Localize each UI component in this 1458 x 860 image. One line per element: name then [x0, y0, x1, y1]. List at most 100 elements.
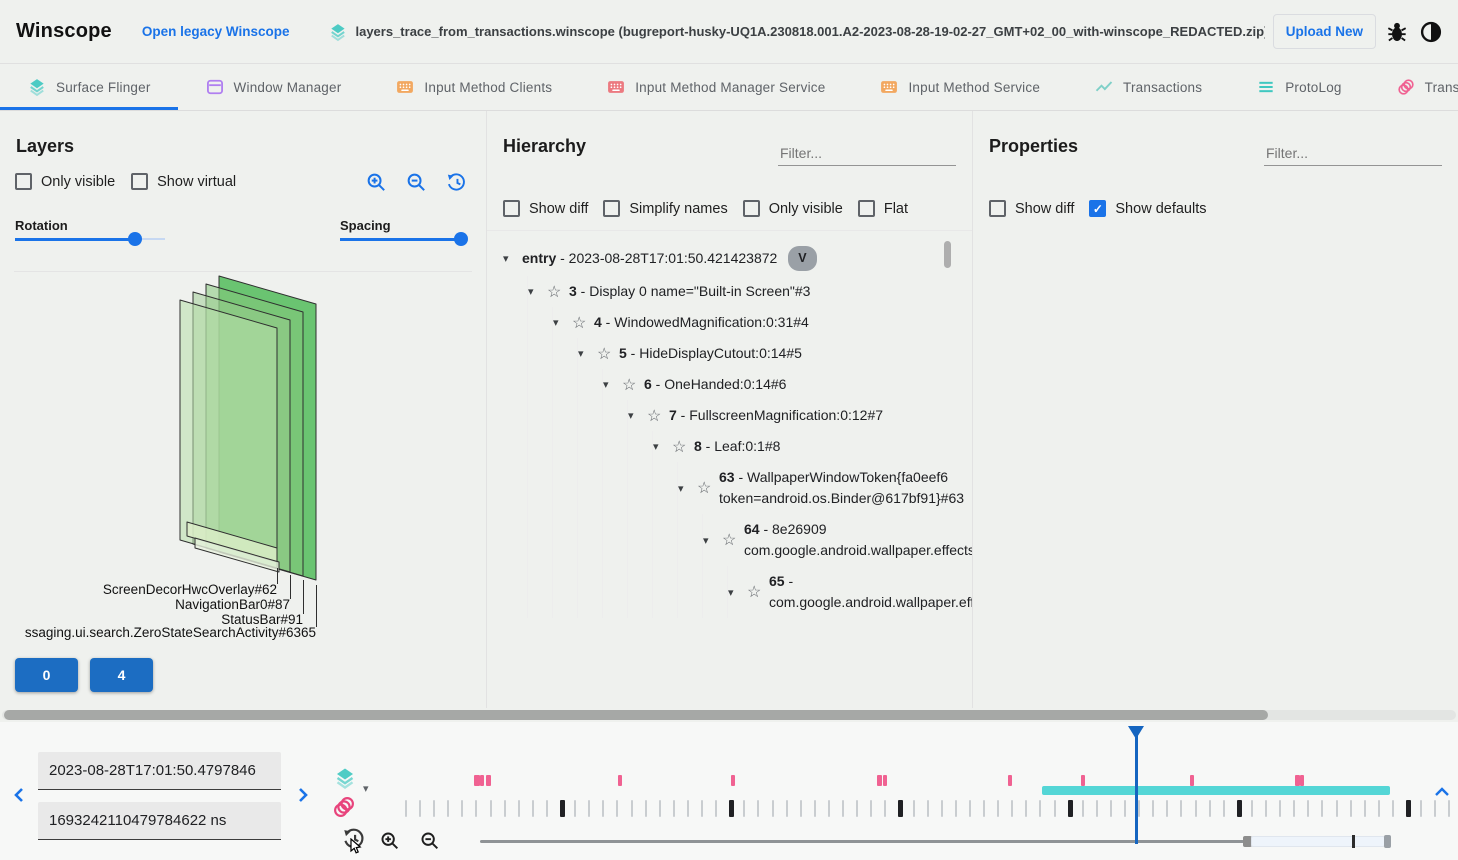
collapse-icon[interactable]: ▾: [703, 534, 709, 547]
transition-marker[interactable]: [882, 775, 887, 786]
star-icon[interactable]: ☆: [722, 532, 737, 549]
tab-input-method-clients[interactable]: Input Method Clients: [368, 64, 579, 110]
reset-zoom-icon[interactable]: [445, 171, 468, 194]
checkbox-show-diff[interactable]: Show diff: [503, 200, 588, 217]
surface-flinger-trace-segment[interactable]: [1042, 786, 1390, 795]
reset-zoom-icon[interactable]: [341, 826, 367, 852]
checkbox-show-defaults[interactable]: ✓ Show defaults: [1089, 200, 1206, 217]
collapse-icon[interactable]: ▾: [578, 348, 584, 360]
scrollbar-thumb[interactable]: [4, 710, 1268, 720]
collapse-icon[interactable]: ▾: [528, 286, 534, 298]
tab-input-method-manager-service[interactable]: Input Method Manager Service: [579, 64, 852, 110]
checkbox-show-diff[interactable]: Show diff: [989, 200, 1074, 217]
checkbox-simplify-names[interactable]: Simplify names: [603, 200, 728, 217]
star-icon[interactable]: ☆: [572, 314, 587, 332]
collapse-icon[interactable]: ▾: [553, 317, 559, 329]
transition-marker[interactable]: [1190, 775, 1194, 786]
next-entry-icon[interactable]: [292, 785, 312, 805]
dark-mode-toggle-icon[interactable]: [1418, 19, 1444, 45]
collapse-icon[interactable]: ▾: [628, 410, 634, 422]
tab-surface-flinger[interactable]: Surface Flinger: [0, 64, 178, 110]
collapse-icon[interactable]: ▾: [603, 379, 609, 391]
trace-select-dropdown-icon[interactable]: ▾: [363, 783, 369, 795]
properties-filter-input[interactable]: [1264, 141, 1442, 166]
tree-node-7[interactable]: ▾ ☆ 7 - FullscreenMagnification:0:12#7: [628, 400, 942, 431]
display-id-button-4[interactable]: 4: [90, 658, 153, 692]
transitions-trace-icon[interactable]: [331, 794, 357, 820]
checkbox-box[interactable]: [131, 173, 149, 190]
tree-node-8[interactable]: ▾ ☆ 8 - Leaf:0:1#8: [653, 431, 942, 462]
layers-3d-view[interactable]: [0, 271, 486, 601]
checkbox-box[interactable]: [857, 200, 875, 217]
hierarchy-filter-input[interactable]: [778, 141, 956, 166]
collapse-icon[interactable]: ▾: [653, 441, 659, 453]
previous-entry-icon[interactable]: [10, 785, 30, 805]
tree-node-63[interactable]: ▾ ☆ 63 - WallpaperWindowToken{fa0eef6 toke…: [678, 462, 964, 514]
star-icon[interactable]: ☆: [672, 438, 687, 456]
tab-transitions[interactable]: Transitions: [1369, 64, 1458, 110]
timeline-range-handle[interactable]: [1351, 835, 1355, 848]
report-bug-icon[interactable]: [1384, 19, 1410, 45]
layer-rect[interactable]: [194, 537, 280, 573]
checkbox-box[interactable]: [503, 200, 520, 217]
tab-window-manager[interactable]: Window Manager: [178, 64, 369, 110]
timeline-range-handle[interactable]: [1384, 835, 1392, 848]
tree-node-65[interactable]: ▾ ☆ 65 - com.google.android.wallpaper.effe…: [728, 566, 972, 618]
tree-node-4[interactable]: ▾ ☆ 4 - WindowedMagnification:0:31#4: [553, 307, 942, 338]
timeline-range-handle[interactable]: [1250, 836, 1386, 847]
open-legacy-link[interactable]: Open legacy Winscope: [141, 24, 290, 39]
checkbox-box[interactable]: [989, 200, 1006, 217]
surface-flinger-trace-icon[interactable]: [333, 766, 357, 790]
checkbox-box[interactable]: [603, 200, 621, 217]
display-id-button-0[interactable]: 0: [15, 658, 78, 692]
checkbox-flat[interactable]: Flat: [857, 200, 908, 217]
timeline-canvas[interactable]: [405, 722, 1458, 860]
timeline-range-handle[interactable]: [1242, 836, 1252, 847]
transition-marker[interactable]: [473, 775, 480, 786]
rotation-slider-thumb[interactable]: [128, 232, 142, 246]
expand-timeline-icon[interactable]: [1432, 782, 1452, 802]
timeline-zoom-in-icon[interactable]: [379, 830, 401, 852]
transition-marker[interactable]: [877, 775, 883, 786]
collapse-icon[interactable]: ▾: [678, 482, 684, 495]
tree-node-entry[interactable]: ▾ entry - 2023-08-28T17:01:50.421423872 V: [503, 241, 942, 276]
transition-marker[interactable]: [1081, 775, 1086, 786]
collapse-icon[interactable]: ▾: [728, 586, 734, 599]
star-icon[interactable]: ☆: [647, 407, 662, 425]
rotation-slider[interactable]: [15, 231, 165, 247]
timestamp-human-input[interactable]: [38, 752, 281, 790]
transition-marker[interactable]: [485, 775, 491, 786]
checkbox-only-visible[interactable]: Only visible: [15, 173, 115, 190]
checkbox-box[interactable]: [15, 173, 32, 190]
transition-marker[interactable]: [1294, 775, 1300, 786]
checkbox-only-visible[interactable]: Only visible: [742, 200, 843, 217]
tree-node-5[interactable]: ▾ ☆ 5 - HideDisplayCutout:0:14#5: [578, 338, 942, 369]
zoom-in-icon[interactable]: [365, 171, 388, 194]
star-icon[interactable]: ☆: [697, 480, 712, 497]
transition-marker[interactable]: [1007, 775, 1012, 786]
star-icon[interactable]: ☆: [622, 376, 637, 394]
star-icon[interactable]: ☆: [747, 584, 762, 601]
upload-new-button[interactable]: Upload New: [1272, 14, 1376, 49]
transition-marker[interactable]: [1299, 775, 1304, 786]
checkbox-show-virtual[interactable]: Show virtual: [131, 173, 236, 190]
hierarchy-scrollbar[interactable]: [944, 241, 951, 268]
zoom-out-icon[interactable]: [405, 171, 428, 194]
spacing-slider[interactable]: [340, 231, 469, 247]
transition-marker[interactable]: [618, 775, 623, 786]
transition-marker[interactable]: [730, 775, 735, 786]
spacing-slider-thumb[interactable]: [454, 232, 469, 246]
checkbox-box[interactable]: ✓: [1089, 200, 1107, 217]
timeline-range-bar[interactable]: [479, 840, 1245, 843]
timestamp-ns-input[interactable]: [38, 802, 281, 840]
tab-protolog[interactable]: ProtoLog: [1229, 64, 1368, 110]
transition-marker[interactable]: [479, 775, 484, 786]
tab-input-method-service[interactable]: Input Method Service: [852, 64, 1067, 110]
tab-transactions[interactable]: Transactions: [1067, 64, 1229, 110]
timeline-zoom-out-icon[interactable]: [419, 830, 441, 852]
star-icon[interactable]: ☆: [547, 283, 562, 301]
tree-node-6[interactable]: ▾ ☆ 6 - OneHanded:0:14#6: [603, 369, 942, 400]
tree-node-3[interactable]: ▾ ☆ 3 - Display 0 name="Built-in Screen"#3: [528, 276, 942, 307]
star-icon[interactable]: ☆: [597, 345, 612, 363]
checkbox-box[interactable]: [742, 200, 760, 217]
